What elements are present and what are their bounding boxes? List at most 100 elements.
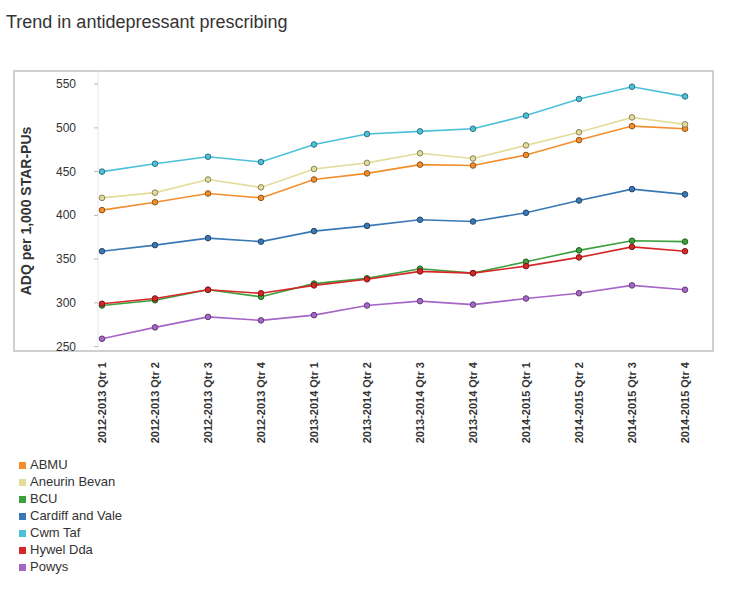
series-marker [417,217,423,223]
series-marker [417,150,423,156]
series-marker [629,186,635,192]
series-marker [523,113,529,119]
series-marker [205,177,211,183]
title: Trend in antidepressant prescribing [6,12,288,32]
series-line [102,247,685,304]
series-marker [205,287,211,293]
series-marker [417,269,423,275]
y-tick [94,346,98,347]
legend-label: Powys [30,559,69,574]
series-marker [629,238,635,244]
series-marker [629,115,635,121]
series-marker [205,314,211,320]
series-marker [258,195,264,201]
series-marker [682,122,688,128]
series-marker [152,161,158,167]
series-marker [682,94,688,100]
series-marker [682,192,688,198]
series-line [102,117,685,197]
series-group [99,84,688,342]
series-marker [523,152,529,158]
legend-label: Cardiff and Vale [30,508,122,523]
legend-swatch [19,479,26,486]
series-line [102,126,685,210]
series-marker [523,263,529,269]
legend-swatch [19,496,26,503]
legend-label: ABMU [30,457,68,472]
legend-swatch [19,513,26,520]
series-marker [99,207,105,213]
series-marker [311,228,317,234]
y-tick-label: 400 [56,208,76,222]
series-marker [99,248,105,254]
series-marker [629,244,635,250]
legend-swatch [19,564,26,571]
series-marker [258,290,264,296]
series-marker [364,303,370,309]
series-marker [99,336,105,342]
series-marker [311,142,317,148]
series-marker [364,160,370,166]
series-marker [470,270,476,276]
x-tick-label: 2014-2015 Qtr 2 [573,362,585,443]
series-marker [470,270,476,276]
y-tick-label: 250 [56,340,76,354]
x-tick-label: 2014-2015 Qtr 4 [679,361,691,443]
x-tick-label: 2013-2014 Qtr 1 [308,362,320,443]
series-marker [364,223,370,229]
x-tick-label: 2012-2013 Qtr 3 [202,362,214,443]
y-tick [94,127,98,128]
series-marker [311,177,317,183]
series-marker [205,191,211,197]
series-marker [311,312,317,318]
series-marker [576,290,582,296]
y-tick-label: 450 [56,165,76,179]
y-tick [94,302,98,303]
legend-label: Hywel Dda [30,542,94,557]
series-marker [258,239,264,245]
y-axis-line [98,71,99,351]
legend-swatch [19,462,26,469]
x-tick-label: 2013-2014 Qtr 3 [414,362,426,443]
series-line [102,285,685,338]
series-marker [152,325,158,331]
series-marker [99,195,105,201]
plot-frame [14,71,713,351]
y-tick [94,215,98,216]
series-marker [99,301,105,307]
series-line [102,189,685,251]
series-marker [364,276,370,282]
x-tick-label: 2012-2013 Qtr 1 [96,362,108,443]
y-tick-label: 300 [56,296,76,310]
series-marker [364,131,370,137]
y-tick [94,259,98,260]
y-tick [94,171,98,172]
series-marker [258,185,264,191]
series-marker [629,123,635,129]
series-marker [523,296,529,302]
x-tick-label: 2014-2015 Qtr 1 [520,362,532,443]
series-marker [682,287,688,293]
series-marker [470,156,476,162]
series-marker [364,276,370,282]
series-line [102,241,685,306]
legend-swatch [19,530,26,537]
series-marker [470,126,476,132]
legend-label: Aneurin Bevan [30,474,115,489]
y-axis-label: ADQ per 1,000 STAR-PUs [18,127,34,296]
x-tick-label: 2013-2014 Qtr 4 [467,361,479,443]
legend-swatch [19,547,26,554]
series-marker [152,199,158,205]
series-marker [576,137,582,143]
x-tick-label: 2012-2013 Qtr 4 [255,361,267,443]
x-tick-label: 2014-2015 Qtr 3 [626,362,638,443]
series-marker [417,162,423,168]
x-tick-label: 2012-2013 Qtr 2 [149,362,161,443]
series-marker [311,283,317,289]
series-marker [99,169,105,175]
series-marker [470,163,476,169]
series-marker [417,298,423,304]
series-marker [258,318,264,324]
y-tick-label: 500 [56,121,76,135]
y-tick [94,84,98,85]
